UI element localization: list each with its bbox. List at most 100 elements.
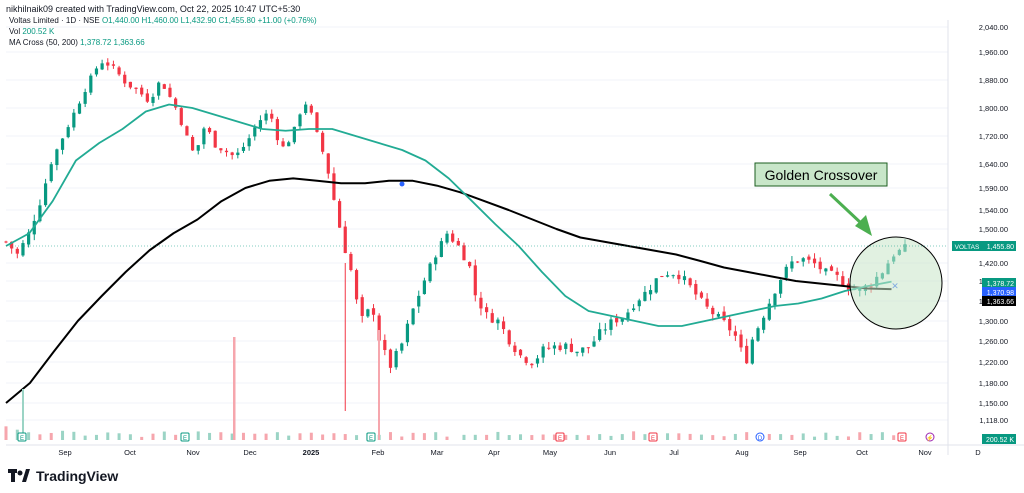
- volume-bar: [94, 434, 98, 440]
- candle-body: [72, 112, 76, 128]
- event-marker-icon: [555, 432, 565, 442]
- price-tag-value: 1,455.80: [987, 244, 1014, 251]
- candle-body: [371, 308, 376, 315]
- volume-bar: [586, 435, 590, 440]
- volume-bar: [378, 330, 380, 440]
- candle-body: [456, 240, 460, 246]
- volume-bar: [699, 434, 703, 440]
- candle-body: [281, 141, 285, 147]
- candle-body: [575, 351, 579, 354]
- volume-bar: [688, 433, 692, 440]
- ma50-line: [5, 103, 892, 327]
- event-marker-icon: [925, 432, 935, 442]
- volume-bar: [128, 434, 132, 440]
- candle-body: [665, 275, 670, 277]
- candle-body: [417, 295, 421, 307]
- candle-body: [383, 339, 387, 351]
- volume-bar: [275, 432, 279, 440]
- event-markers: E E E E E D E ⚡: [17, 432, 935, 442]
- volume-bar: [253, 433, 257, 440]
- event-marker-label: E: [183, 436, 187, 442]
- y-tick-label: 1,150.00: [979, 399, 1008, 408]
- candle-body: [722, 311, 726, 321]
- candle-body: [360, 297, 364, 316]
- candle-body: [292, 126, 296, 143]
- candle-body: [552, 345, 557, 349]
- volume-bar: [309, 432, 313, 440]
- volume-bar: [598, 434, 602, 440]
- x-tick-label: Sep: [793, 448, 806, 457]
- candle-body: [377, 315, 381, 341]
- volume-bar: [846, 436, 850, 440]
- volume-bar: [230, 433, 234, 440]
- candle-body: [682, 276, 687, 281]
- event-marker-label: E: [558, 436, 562, 442]
- event-marker-label: E: [651, 436, 655, 442]
- event-marker-label: D: [758, 436, 763, 442]
- volume-bar: [564, 434, 568, 440]
- ma-legend: MA Cross (50, 200) 1,378.72 1,363.66: [9, 38, 145, 47]
- candle-body: [592, 341, 596, 347]
- volume-bar: [61, 430, 65, 440]
- volume-bar: [790, 434, 794, 440]
- candle-body: [236, 152, 240, 156]
- event-marker-icon: [897, 432, 907, 442]
- volume-legend: Vol 200.52 K: [9, 27, 54, 36]
- candle-body: [428, 263, 432, 282]
- candle-body: [654, 278, 658, 293]
- candle-body: [219, 148, 223, 151]
- candle-body: [484, 307, 489, 313]
- candle-body: [812, 258, 817, 264]
- brand-logo[interactable]: TradingView: [8, 468, 118, 484]
- candle-body: [162, 84, 166, 89]
- x-tick-label: D: [975, 448, 981, 457]
- volume-bars: [4, 330, 907, 440]
- candle-body: [77, 103, 82, 114]
- vol-label: Vol: [9, 27, 21, 36]
- candle-body: [473, 265, 477, 296]
- volume-bar: [4, 426, 8, 440]
- candle-body: [694, 283, 698, 295]
- candle-body: [349, 253, 353, 271]
- event-marker-label: E: [900, 436, 904, 442]
- volume-bar: [609, 435, 613, 440]
- candle-body: [224, 150, 229, 153]
- event-marker-label: E: [20, 436, 24, 442]
- candle-body: [400, 343, 404, 351]
- candle-body: [253, 127, 257, 137]
- volume-bar: [767, 434, 771, 440]
- volume-bar: [233, 337, 236, 440]
- candle-body: [756, 328, 760, 341]
- x-tick-label: Oct: [856, 448, 869, 457]
- candle-body: [490, 313, 494, 323]
- candle-body: [513, 345, 517, 353]
- event-marker-icon: [366, 432, 376, 442]
- candle-body: [264, 113, 268, 121]
- candle-body: [366, 309, 370, 317]
- candle-body: [190, 136, 195, 151]
- x-tick-label: 2025: [303, 448, 320, 457]
- volume-bar: [196, 431, 200, 440]
- x-tick-label: Aug: [735, 448, 748, 457]
- candle-body: [462, 245, 466, 261]
- volume-bar: [411, 432, 415, 440]
- candle-body: [343, 226, 347, 254]
- credit-text: nikhilnaik09 created with TradingView.co…: [6, 4, 301, 14]
- volume-bar: [38, 434, 42, 440]
- candle-body: [541, 346, 545, 358]
- volume-bar: [208, 432, 212, 440]
- candle-body: [564, 343, 568, 349]
- candle-body: [309, 105, 313, 113]
- candle-body: [762, 317, 766, 330]
- candle-body: [648, 290, 653, 295]
- candle-body: [688, 278, 692, 286]
- candle-body: [140, 87, 144, 95]
- volume-bar: [722, 436, 726, 440]
- candle-body: [501, 321, 506, 330]
- volume-bar: [801, 433, 805, 440]
- y-tick-label: 2,040.00: [979, 23, 1008, 32]
- price-tag-bg: [982, 278, 1016, 288]
- volume-bar: [174, 434, 178, 440]
- ma-label: MA Cross (50, 200): [9, 38, 78, 47]
